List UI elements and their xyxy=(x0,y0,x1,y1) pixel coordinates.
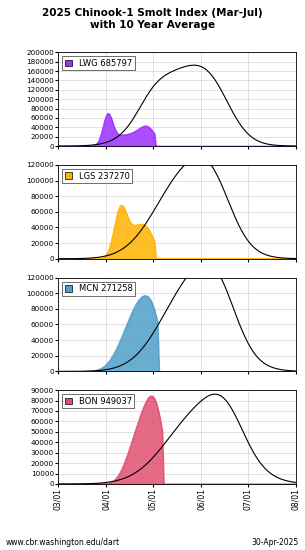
Text: www.cbr.washington.edu/dart: www.cbr.washington.edu/dart xyxy=(6,538,120,547)
Text: 2025 Chinook-1 Smolt Index (Mar-Jul)
with 10 Year Average: 2025 Chinook-1 Smolt Index (Mar-Jul) wit… xyxy=(42,8,263,30)
Legend: MCN 271258: MCN 271258 xyxy=(62,282,135,296)
Legend: BON 949037: BON 949037 xyxy=(62,394,135,408)
Legend: LWG 685797: LWG 685797 xyxy=(62,57,135,70)
Text: 30-Apr-2025: 30-Apr-2025 xyxy=(252,538,299,547)
Legend: LGS 237270: LGS 237270 xyxy=(62,169,132,183)
